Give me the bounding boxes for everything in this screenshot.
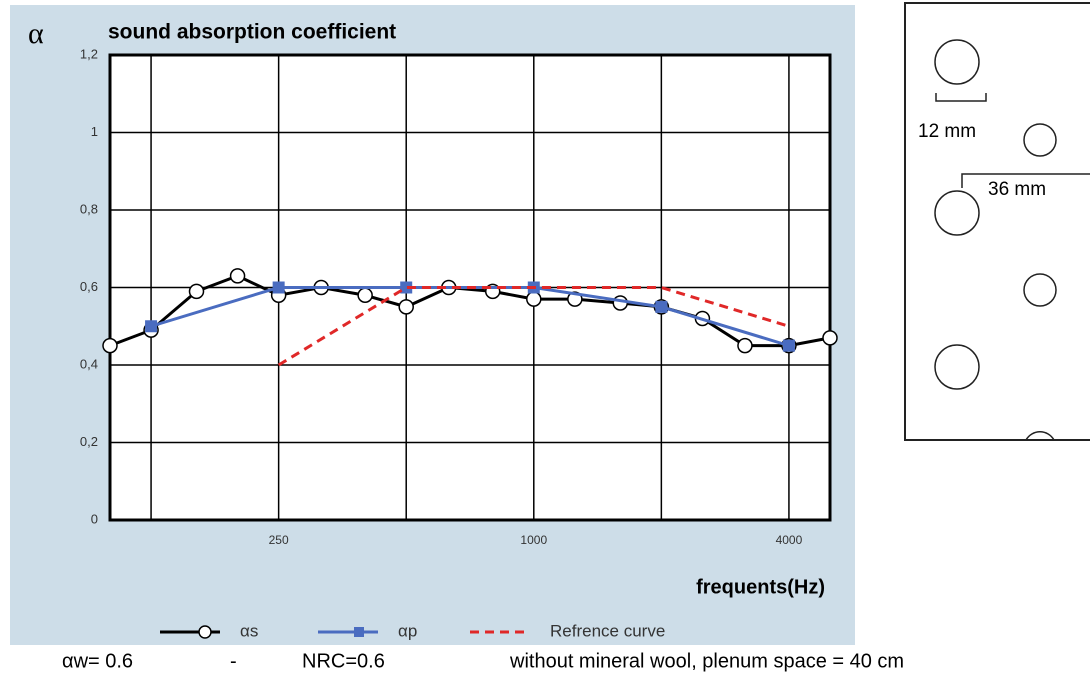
note: without mineral wool, plenum space = 40 … [509,650,904,672]
note: αw= 0.6 [62,650,133,672]
hole [934,344,980,390]
hole [934,190,980,236]
marker [398,299,414,315]
marker [102,337,118,354]
series-line [277,286,790,367]
legend-label: αp [398,621,417,640]
perforation-diagram: 12 mm 36 mm [904,2,1090,441]
panel-frame [904,2,1090,441]
marker [526,291,542,307]
marker [612,295,629,311]
y-tick-label: 1 [91,124,98,139]
legend-marker [354,627,364,637]
hole [934,39,980,85]
marker [145,320,158,333]
dimension-label: 12 mm [918,121,976,142]
plot-frame [108,53,832,522]
marker [822,330,838,346]
hole [1023,123,1057,157]
dimension-label: 36 mm [988,179,1046,200]
x-axis-label: frequents(Hz) [696,576,825,598]
x-tick-label: 1000 [520,533,547,547]
x-tick-label: 4000 [776,533,803,547]
y-axis-label: α [28,17,44,50]
y-tick-label: 0,8 [80,201,98,216]
dimension-line [961,173,1090,188]
legend-marker [198,625,212,639]
y-tick-label: 0,4 [80,356,98,371]
x-tick-label: 250 [269,533,289,547]
marker [357,287,373,303]
dimension-line [935,93,987,102]
marker [737,337,753,354]
marker [655,300,668,313]
hole [1025,431,1055,441]
marker [229,268,246,284]
marker [400,281,413,294]
chart-title: sound absorption coefficient [108,21,396,44]
marker [272,281,285,294]
note: - [230,650,237,672]
legend-label: αs [240,621,258,640]
hole [1023,273,1057,307]
y-tick-label: 0,2 [80,434,98,449]
y-tick-label: 0,6 [80,279,98,294]
note: NRC=0.6 [302,650,385,672]
marker [782,339,795,352]
marker [188,283,205,300]
y-tick-label: 1,2 [80,46,98,61]
y-tick-label: 0 [91,511,98,526]
legend-label: Refrence curve [550,621,665,640]
